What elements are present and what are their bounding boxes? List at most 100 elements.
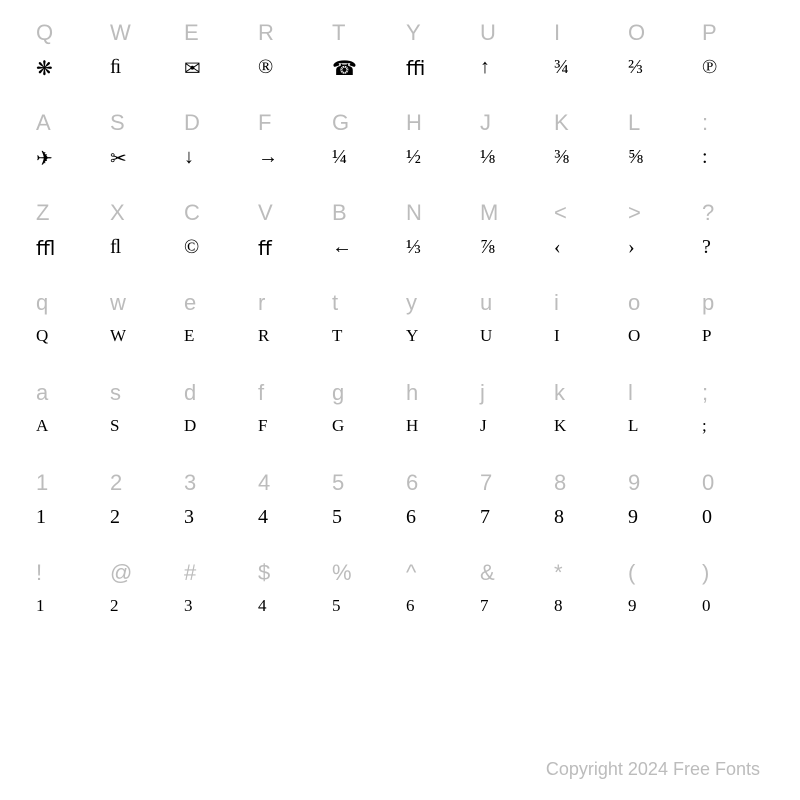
char-cell: uU: [474, 290, 548, 380]
key-label: q: [36, 290, 48, 316]
key-label: X: [110, 200, 125, 226]
key-label: S: [110, 110, 125, 136]
char-cell: iI: [548, 290, 622, 380]
key-label: 9: [628, 470, 640, 496]
glyph-display: 3: [184, 596, 193, 616]
glyph-display: :: [702, 146, 708, 169]
key-label: I: [554, 20, 560, 46]
char-cell: aA: [30, 380, 104, 470]
char-cell: B←: [326, 200, 400, 290]
char-cell: E✉: [178, 20, 252, 110]
glyph-display: 2: [110, 506, 120, 529]
char-cell: gG: [326, 380, 400, 470]
char-cell: eE: [178, 290, 252, 380]
glyph-display: I: [554, 326, 560, 346]
key-label: C: [184, 200, 200, 226]
glyph-display: 8: [554, 596, 563, 616]
char-cell: Xﬂ: [104, 200, 178, 290]
char-cell: P℗: [696, 20, 770, 110]
key-label: u: [480, 290, 492, 316]
char-cell: G¼: [326, 110, 400, 200]
key-label: A: [36, 110, 51, 136]
char-cell: pP: [696, 290, 770, 380]
glyph-display: ⅞: [480, 236, 495, 259]
glyph-display: ✉: [184, 56, 201, 81]
glyph-display: A: [36, 416, 48, 436]
char-cell: tT: [326, 290, 400, 380]
key-label: U: [480, 20, 496, 46]
char-cell: oO: [622, 290, 696, 380]
key-label: &: [480, 560, 495, 586]
glyph-display: ‹: [554, 236, 561, 259]
glyph-display: 3: [184, 506, 194, 529]
char-cell: U↑: [474, 20, 548, 110]
char-cell: J⅛: [474, 110, 548, 200]
key-label: a: [36, 380, 48, 406]
key-label: d: [184, 380, 196, 406]
char-cell: N⅓: [400, 200, 474, 290]
glyph-display: H: [406, 416, 418, 436]
key-label: f: [258, 380, 264, 406]
glyph-display: ⅓: [406, 236, 421, 259]
char-cell: !1: [30, 560, 104, 650]
glyph-display: 7: [480, 506, 490, 529]
key-label: r: [258, 290, 265, 316]
key-label: t: [332, 290, 338, 316]
glyph-display: ®: [258, 56, 273, 79]
glyph-display: ❋: [36, 56, 53, 81]
char-cell: *8: [548, 560, 622, 650]
key-label: ?: [702, 200, 714, 226]
char-cell: Vﬀ: [252, 200, 326, 290]
char-cell: kK: [548, 380, 622, 470]
key-label: P: [702, 20, 717, 46]
glyph-display: Y: [406, 326, 418, 346]
key-label: B: [332, 200, 347, 226]
key-label: %: [332, 560, 352, 586]
char-cell: ;;: [696, 380, 770, 470]
glyph-display: W: [110, 326, 126, 346]
key-label: y: [406, 290, 417, 316]
char-cell: 88: [548, 470, 622, 560]
char-cell: Zﬄ: [30, 200, 104, 290]
key-label: 3: [184, 470, 196, 496]
glyph-display: ﬃ: [406, 56, 425, 81]
key-label: h: [406, 380, 418, 406]
glyph-display: ﬀ: [258, 236, 272, 261]
key-label: *: [554, 560, 563, 586]
glyph-display: Q: [36, 326, 48, 346]
key-label: #: [184, 560, 196, 586]
glyph-display: ﬂ: [110, 236, 121, 259]
glyph-display: →: [258, 146, 278, 169]
glyph-display: P: [702, 326, 711, 346]
char-cell: 11: [30, 470, 104, 560]
char-cell: 55: [326, 470, 400, 560]
char-cell: yY: [400, 290, 474, 380]
char-cell: K⅜: [548, 110, 622, 200]
glyph-display: 9: [628, 596, 637, 616]
char-cell: Wﬁ: [104, 20, 178, 110]
character-map-grid: Q❋WﬁE✉R®T☎YﬃU↑I¾O⅔P℗A✈S✂D↓F→G¼H½J⅛K⅜L⅝::…: [30, 20, 770, 650]
key-label: 1: [36, 470, 48, 496]
glyph-display: ;: [702, 416, 707, 436]
char-cell: A✈: [30, 110, 104, 200]
key-label: 2: [110, 470, 122, 496]
char-cell: O⅔: [622, 20, 696, 110]
key-label: H: [406, 110, 422, 136]
glyph-display: 0: [702, 596, 711, 616]
glyph-display: 4: [258, 596, 267, 616]
glyph-display: 5: [332, 596, 341, 616]
copyright-footer: Copyright 2024 Free Fonts: [546, 759, 760, 780]
key-label: (: [628, 560, 635, 586]
glyph-display: J: [480, 416, 487, 436]
char-cell: &7: [474, 560, 548, 650]
key-label: $: [258, 560, 270, 586]
key-label: p: [702, 290, 714, 316]
glyph-display: T: [332, 326, 342, 346]
glyph-display: ↓: [184, 146, 194, 169]
key-label: Z: [36, 200, 49, 226]
char-cell: F→: [252, 110, 326, 200]
glyph-display: ✂: [110, 146, 127, 171]
glyph-display: S: [110, 416, 119, 436]
key-label: <: [554, 200, 567, 226]
glyph-display: D: [184, 416, 196, 436]
